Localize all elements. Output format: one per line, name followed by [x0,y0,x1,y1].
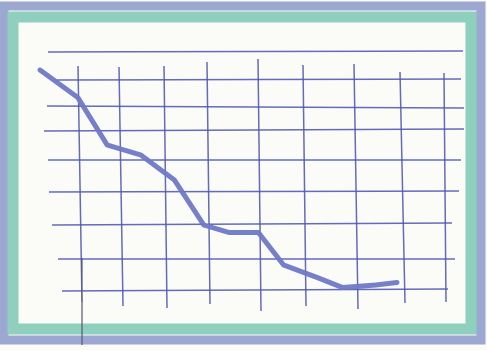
grid-horizontal-7 [51,222,453,226]
series-line [37,67,400,290]
series-point-6 [203,225,204,226]
series-point-3 [107,145,108,146]
series-point-12 [376,285,377,286]
series-point-5 [174,180,175,181]
grid-horizontal-4 [43,128,465,132]
grid-horizontal-3 [46,105,465,109]
chart-series [37,67,400,290]
series-point-2 [77,97,78,98]
grid-horizontal-9 [61,288,449,292]
grid-vertical-7 [353,63,359,310]
series-point-4 [140,155,141,156]
grid-horizontal-1 [47,50,464,53]
grid-vertical-1 [77,65,83,303]
series-point-7 [229,232,230,233]
series-point-9 [283,265,284,266]
series-point-11 [342,287,343,288]
frame-inner-stroke [7,11,477,335]
grid-vertical-9 [443,72,447,303]
grid-vertical-4 [206,61,211,305]
grid-vertical-6 [302,64,307,307]
frame-paper [24,24,462,318]
grid-horizontal-2 [54,78,462,81]
grid-vertical-8 [399,71,406,304]
series-point-1 [40,70,41,71]
chart-grid [43,50,465,312]
grid-vertical-5 [257,58,262,312]
grid-horizontal-6 [48,190,460,193]
series-point-10 [317,277,318,278]
series-point-13 [397,282,398,283]
series-point-8 [258,232,259,233]
